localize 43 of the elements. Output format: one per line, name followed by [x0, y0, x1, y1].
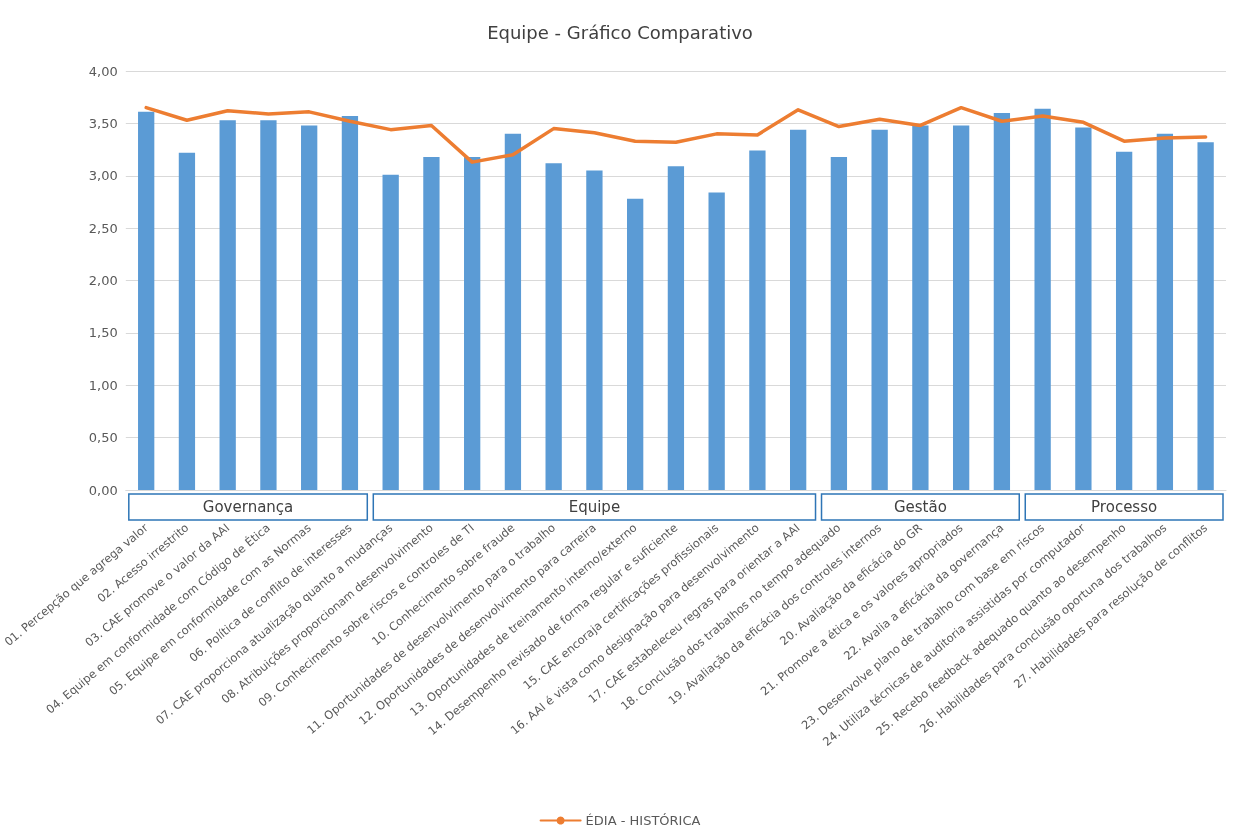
bar	[871, 129, 888, 490]
bar	[1197, 142, 1214, 490]
y-tick-label: 3,00	[88, 168, 118, 184]
legend-label: ÉDIA - HISTÓRICA	[585, 813, 701, 828]
bar	[952, 125, 970, 490]
bar	[912, 125, 929, 490]
y-tick-label: 2,50	[88, 220, 118, 236]
bar	[830, 156, 848, 490]
chart-title: Equipe - Gráfico Comparativo	[487, 21, 753, 43]
bar	[301, 125, 318, 490]
bar	[993, 112, 1011, 490]
bar	[504, 133, 522, 490]
bar	[341, 116, 359, 490]
bar	[627, 198, 644, 490]
line-series	[144, 105, 1208, 164]
bar	[545, 163, 562, 490]
text: Gestão	[893, 498, 947, 516]
bar	[1156, 133, 1174, 490]
bar	[464, 156, 481, 490]
y-tick-label: 0,00	[88, 482, 118, 498]
y-tick-label: 4,00	[88, 63, 118, 79]
bar	[219, 120, 236, 490]
bar	[260, 120, 277, 490]
y-tick-label: 0,50	[88, 430, 118, 446]
bar	[382, 174, 399, 490]
bar	[1075, 127, 1092, 490]
text: Equipe	[568, 498, 621, 516]
bar	[138, 111, 155, 490]
y-tick-label: 3,50	[88, 115, 118, 131]
bar	[1034, 108, 1051, 490]
text: Processo	[1091, 498, 1158, 516]
bar	[178, 152, 196, 490]
text: Governança	[202, 498, 294, 516]
bar	[790, 129, 807, 490]
bar	[667, 166, 685, 490]
y-tick-label: 1,00	[88, 377, 118, 393]
bar	[749, 150, 766, 490]
bar	[1115, 151, 1133, 490]
y-tick-label: 1,50	[88, 325, 118, 341]
bar	[708, 192, 725, 490]
bar	[423, 156, 440, 490]
y-tick-label: 2,00	[88, 273, 118, 288]
bar	[586, 170, 603, 490]
